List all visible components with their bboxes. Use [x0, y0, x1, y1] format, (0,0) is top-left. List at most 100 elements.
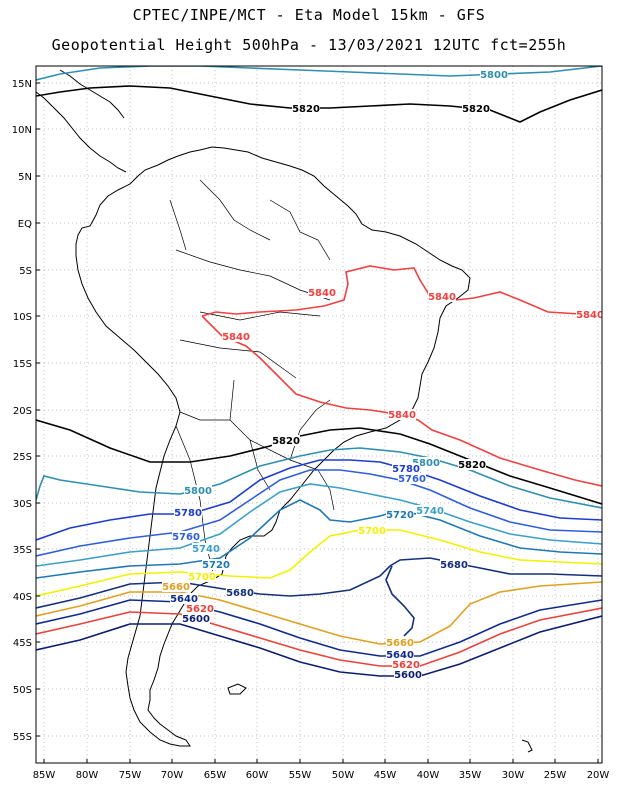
contour-label: 5820 [458, 460, 486, 471]
longitude-tick-label: 50W [332, 770, 355, 781]
contour-5820-mid [36, 419, 602, 505]
contour-label-background [162, 581, 190, 592]
contour-label-background [392, 463, 420, 474]
latitude-tick-label: 25S [13, 452, 32, 463]
latitude-tick-label: 15S [13, 359, 32, 370]
contour-label-background [358, 525, 386, 536]
contour-label-background [480, 69, 508, 80]
contour-5740 [36, 483, 602, 567]
coastline-layer [36, 69, 533, 753]
longitude-tick-label: 55W [289, 770, 312, 781]
contour-5760 [36, 469, 602, 557]
lat-lon-grid [36, 66, 602, 763]
contour-5820-north [36, 85, 602, 123]
latitude-tick-label: 45S [13, 638, 32, 649]
contour-label-background [386, 649, 414, 660]
central-america-coastline [36, 91, 127, 173]
contour-label-background [186, 603, 214, 614]
contour-label-background [222, 331, 250, 342]
contour-5680 [36, 557, 602, 609]
longitude-tick-label: 70W [161, 770, 184, 781]
contour-5600 [36, 615, 602, 677]
contour-label: 5800 [480, 70, 508, 81]
contour-5620 [36, 607, 602, 667]
contour-label: 5800 [184, 486, 212, 497]
contour-5660 [36, 581, 602, 645]
falkland-islands [227, 683, 247, 695]
contour-label: 5640 [386, 650, 414, 661]
contour-label-background [386, 509, 414, 520]
contour-label: 5760 [172, 532, 200, 543]
contour-5840-south [201, 315, 602, 487]
contour-label: 5760 [398, 474, 426, 485]
contour-labels: 5800 5820 5820 5840 5840 5840 5840 5840 5820 5820… [162, 69, 604, 681]
contour-label: 5800 [412, 458, 440, 469]
map-frame [35, 65, 603, 764]
latitude-tick-label: 35S [13, 545, 32, 556]
longitude-tick-label: 65W [204, 770, 227, 781]
contour-label: 5780 [392, 464, 420, 475]
contour-label-background [392, 659, 420, 670]
contour-5800-north [36, 66, 602, 81]
contour-label: 5660 [386, 638, 414, 649]
latitude-tick-label: 10S [13, 312, 32, 323]
longitude-tick-label: 85W [33, 770, 56, 781]
contour-label-background [292, 103, 320, 114]
contour-label-background [182, 613, 210, 624]
contour-label-background [416, 505, 444, 516]
contour-label: 5840 [428, 292, 456, 303]
contour-label: 5600 [182, 614, 210, 625]
longitude-tick-label: 75W [119, 770, 142, 781]
contour-label: 5780 [174, 508, 202, 519]
longitude-tick-label: 30W [502, 770, 525, 781]
contour-5700 [36, 529, 602, 597]
latitude-tick-label: 10N [12, 125, 32, 136]
contour-label: 5820 [272, 436, 300, 447]
contour-label-background [226, 587, 254, 598]
contour-label: 5740 [416, 506, 444, 517]
south-america-coastline [75, 146, 471, 747]
contour-5780 [36, 459, 602, 541]
contour-label: 5740 [192, 544, 220, 555]
latitude-tick-label: 30S [13, 499, 32, 510]
contour-label: 5820 [292, 104, 320, 115]
contour-label-background [462, 103, 490, 114]
contour-label: 5640 [170, 594, 198, 605]
contour-layer [36, 66, 602, 677]
contour-label-background [576, 309, 602, 320]
contour-label: 5680 [440, 560, 468, 571]
latitude-tick-label: 40S [13, 592, 32, 603]
contour-label: 5820 [462, 104, 490, 115]
contour-label-background [394, 669, 422, 680]
contour-label: 5840 [308, 288, 336, 299]
contour-label: 5600 [394, 670, 422, 681]
longitude-tick-label: 35W [459, 770, 482, 781]
contour-label-background [412, 457, 440, 468]
contour-label: 5840 [388, 410, 416, 421]
contour-label: 5620 [186, 604, 214, 615]
contour-label: 5720 [386, 510, 414, 521]
contour-label: 5620 [392, 660, 420, 671]
contour-label: 5840 [576, 310, 604, 321]
latitude-tick-label: 50S [13, 685, 32, 696]
longitude-tick-label: 25W [544, 770, 567, 781]
contour-label-background [172, 531, 200, 542]
latitude-tick-label: 55S [13, 732, 32, 743]
contour-5680-loop [385, 565, 415, 637]
latitude-tick-label: 20S [13, 406, 32, 417]
contour-label-background [398, 473, 426, 484]
latitude-tick-label: 15N [12, 79, 32, 90]
country-borders [169, 179, 335, 581]
contour-label: 5660 [162, 582, 190, 593]
longitude-tick-label: 60W [246, 770, 269, 781]
map-title-line2: Geopotential Height 500hPa - 13/03/2021 … [51, 36, 567, 54]
contour-label-background [174, 507, 202, 518]
longitude-labels: 85W 80W 75W 70W 65W 60W 55W 50W 45W 40W 35W 30W 25W 2… [33, 759, 609, 781]
contour-label-background [192, 543, 220, 554]
contour-label-background [308, 287, 336, 298]
contour-label: 5700 [358, 526, 386, 537]
latitude-tick-label: 5N [18, 172, 32, 183]
contour-label: 5700 [188, 572, 216, 583]
fernando-island [521, 739, 533, 753]
